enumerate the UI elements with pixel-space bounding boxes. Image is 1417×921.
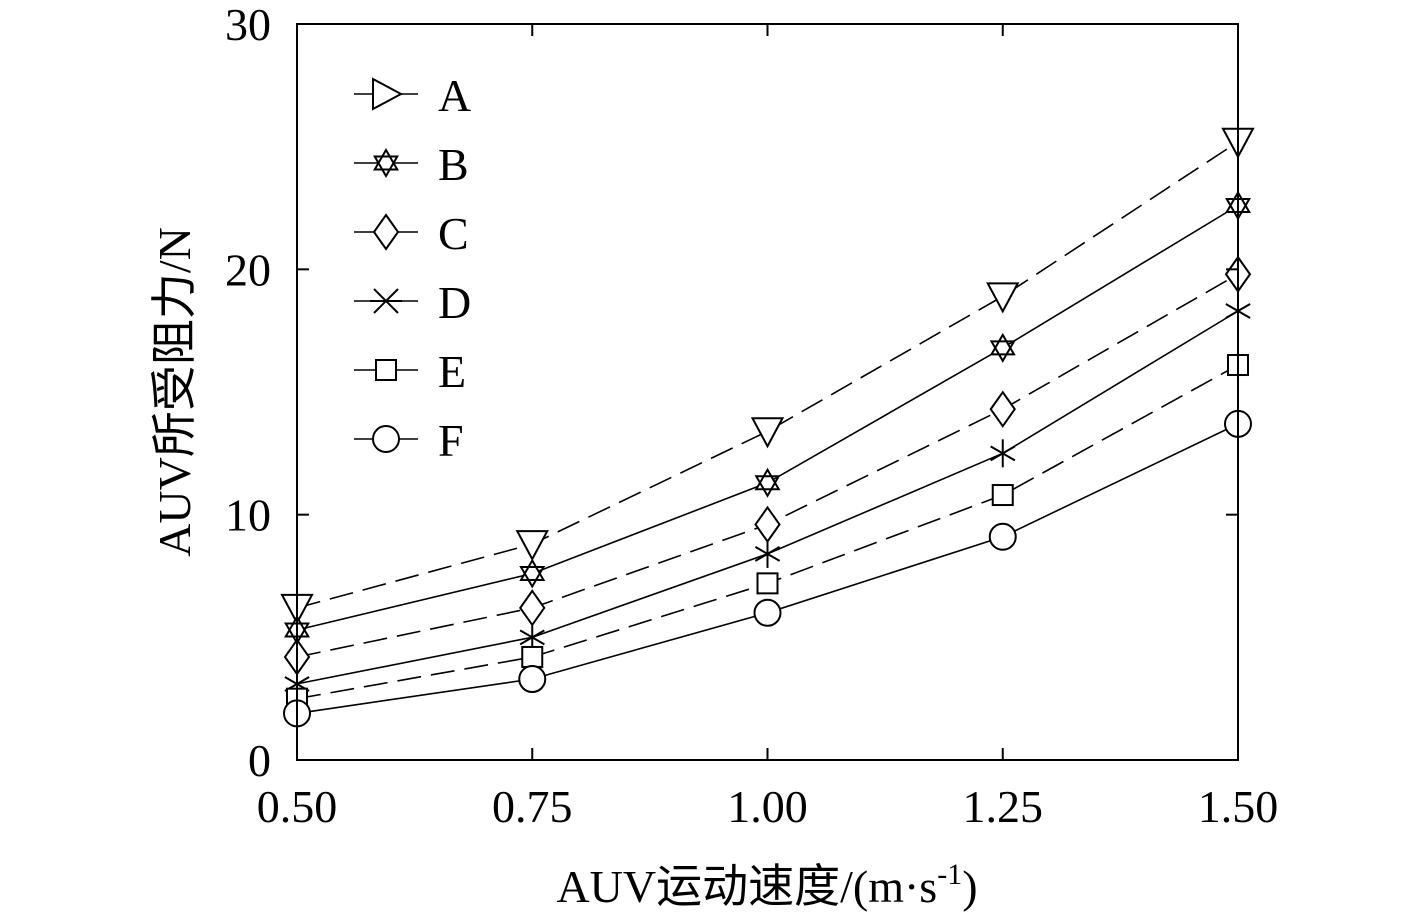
series-line-a (296, 141, 1239, 609)
data-point-a (750, 417, 785, 449)
data-point-f (518, 665, 547, 694)
legend-item-c: C (354, 208, 469, 259)
legend-marker (370, 288, 402, 314)
data-point-f (988, 522, 1017, 551)
x-axis-label-tail: ) (962, 861, 977, 912)
data-point-c (754, 505, 781, 544)
data-point-c (989, 390, 1016, 428)
legend-marker (373, 148, 399, 178)
data-point-d (754, 539, 781, 568)
data-point-a (986, 282, 1020, 314)
data-point-f (753, 598, 782, 627)
x-axis-label-main: AUV运动速度/(m·s (556, 861, 937, 912)
legend-label: B (438, 139, 469, 190)
legend-label: E (438, 346, 466, 397)
y-tick-label: 10 (225, 490, 271, 541)
legend-marker (372, 77, 404, 111)
x-axis-label: AUV运动速度/(m·s-1) (556, 858, 977, 912)
legend-marker (375, 359, 397, 381)
data-point-e (756, 572, 779, 595)
data-point-b (754, 467, 781, 498)
x-tick-label: 1.25 (963, 781, 1044, 832)
legend-item-f: F (354, 415, 464, 466)
legend-marker (372, 425, 400, 453)
x-axis-label-superscript: -1 (937, 858, 962, 891)
x-tick-label: 1.00 (727, 781, 808, 832)
data-point-d (990, 439, 1016, 468)
y-tick-label: 0 (248, 735, 271, 786)
data-point-b (519, 558, 546, 589)
data-point-e (521, 645, 544, 668)
x-tick-label: 1.50 (1198, 781, 1279, 832)
data-point-c (519, 589, 546, 627)
legend-label: D (438, 277, 471, 328)
legend-item-d: D (354, 277, 471, 328)
x-tick-label: 0.50 (257, 781, 338, 832)
legend-label: A (438, 70, 471, 121)
legend-item-b: B (354, 139, 469, 190)
legend-label: F (438, 415, 464, 466)
series-line-f (296, 423, 1239, 715)
data-point-e (991, 484, 1014, 507)
y-tick-label: 20 (225, 244, 271, 295)
legend-marker (372, 213, 400, 251)
legend-item-e: E (354, 346, 466, 397)
legend-label: C (438, 208, 469, 259)
data-point-a (515, 530, 549, 562)
y-tick-label: 30 (225, 0, 271, 50)
legend-item-a: A (354, 70, 471, 121)
y-axis-label: AUV所受阻力/N (149, 227, 200, 557)
data-point-b (989, 332, 1016, 363)
x-tick-label: 0.75 (492, 781, 573, 832)
